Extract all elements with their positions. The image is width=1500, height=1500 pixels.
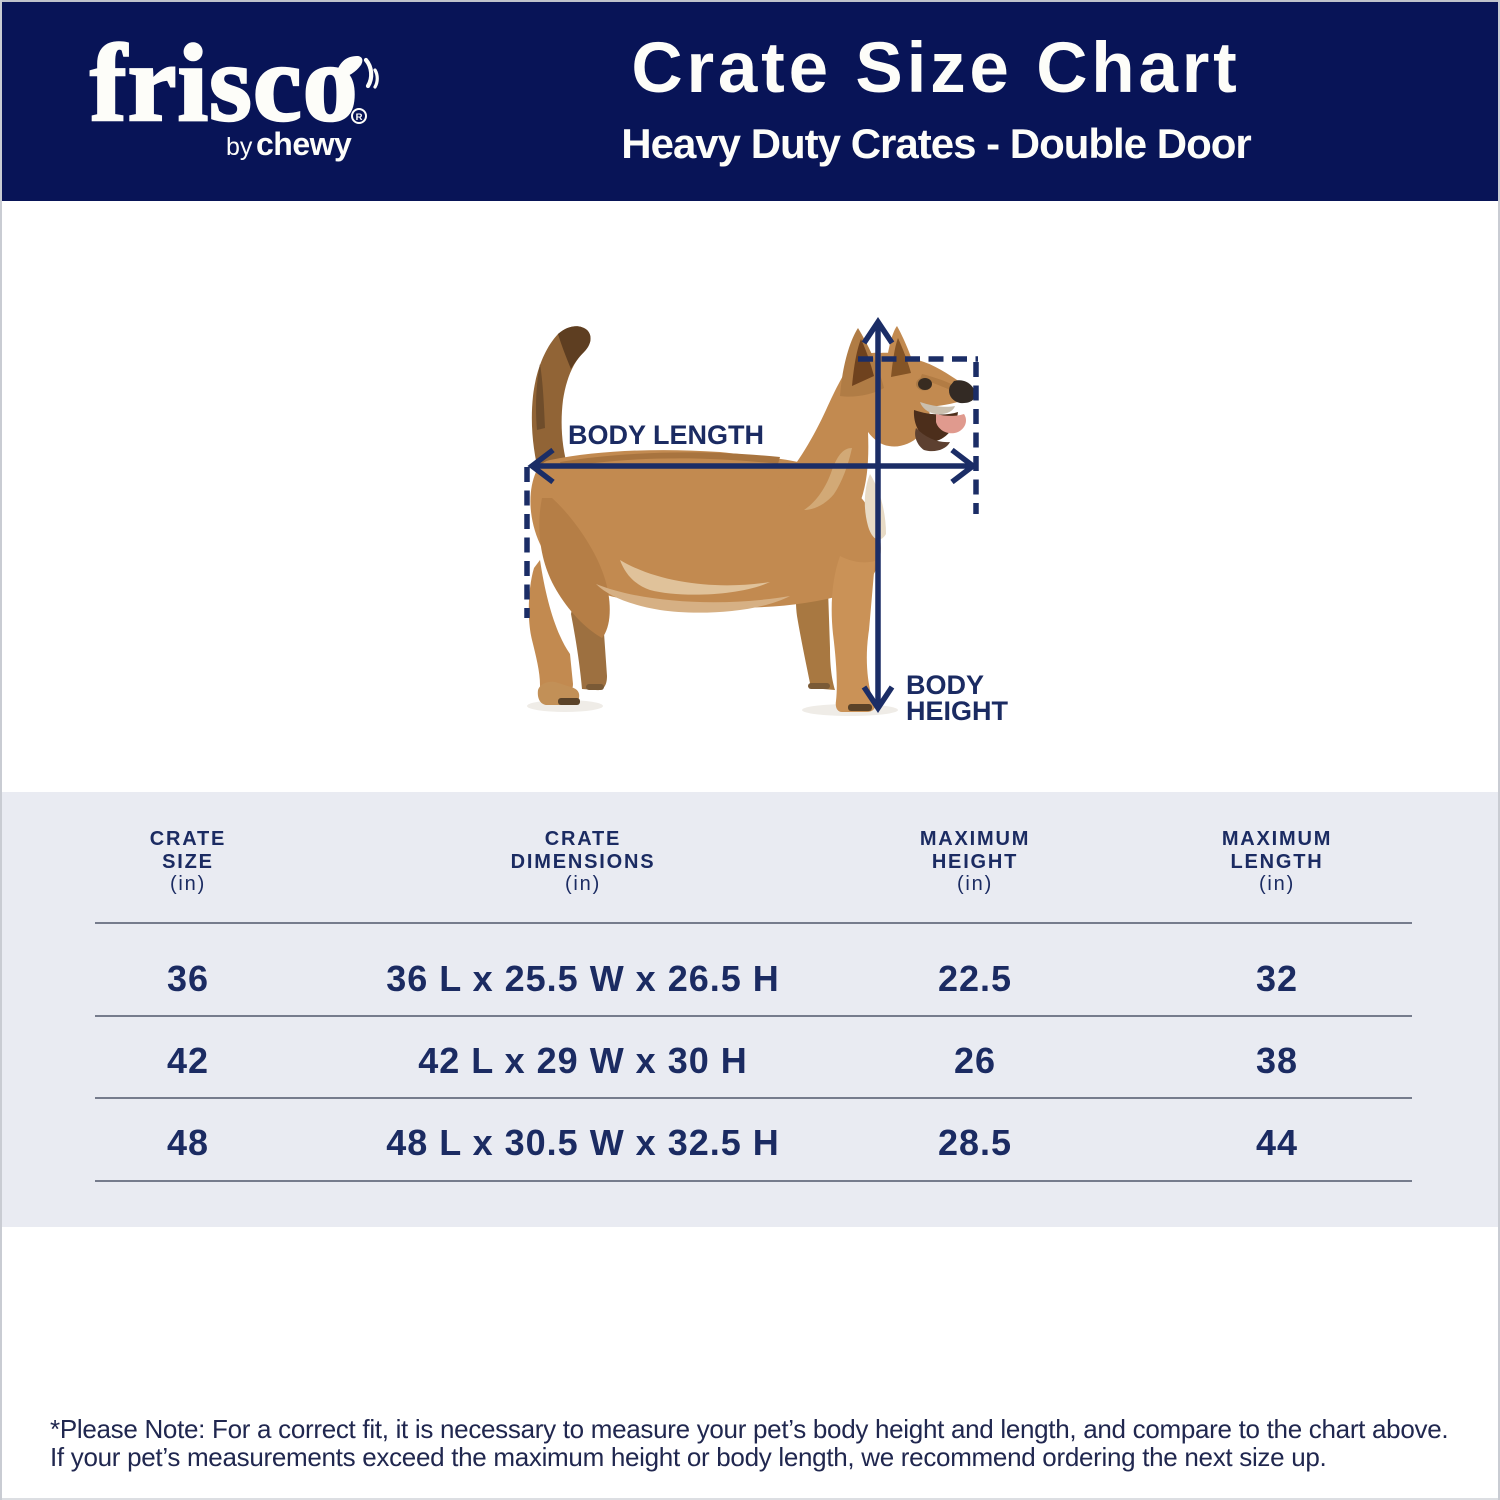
svg-text:R: R xyxy=(356,112,363,123)
svg-text:chewy: chewy xyxy=(256,126,352,162)
svg-text:frisco: frisco xyxy=(90,28,359,144)
svg-text:by: by xyxy=(226,133,253,161)
